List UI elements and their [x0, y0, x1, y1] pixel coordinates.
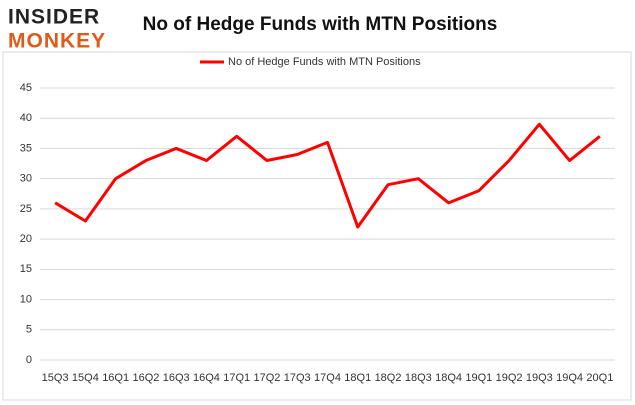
- x-tick-label: 16Q4: [193, 372, 220, 384]
- x-tick-label: 19Q1: [465, 372, 492, 384]
- y-tick-label: 0: [26, 354, 32, 366]
- x-tick-label: 15Q4: [72, 372, 99, 384]
- x-tick-label: 18Q1: [344, 372, 371, 384]
- y-tick-label: 5: [26, 324, 32, 336]
- x-tick-label: 16Q2: [132, 372, 159, 384]
- x-tick-label: 18Q4: [435, 372, 462, 384]
- y-tick-label: 20: [20, 233, 32, 245]
- x-tick-label: 19Q2: [496, 372, 523, 384]
- x-tick-label: 15Q3: [42, 372, 69, 384]
- chart-border: [2, 51, 632, 401]
- x-tick-label: 17Q1: [223, 372, 250, 384]
- x-tick-label: 19Q3: [526, 372, 553, 384]
- y-tick-label: 35: [20, 142, 32, 154]
- logo-line1: INSIDER: [8, 6, 100, 29]
- legend-label: No of Hedge Funds with MTN Positions: [228, 56, 421, 68]
- y-tick-label: 10: [20, 293, 32, 305]
- data-line: [54, 122, 601, 229]
- y-tick-label: 30: [20, 173, 32, 185]
- x-tick-label: 18Q2: [375, 372, 402, 384]
- y-tick-label: 40: [20, 112, 32, 124]
- chart-title: No of Hedge Funds with MTN Positions: [143, 14, 498, 35]
- y-tick-label: 45: [20, 82, 32, 94]
- x-tick-label: 17Q4: [314, 372, 341, 384]
- x-tick-label: 18Q3: [405, 372, 432, 384]
- x-tick-label: 17Q2: [254, 372, 281, 384]
- x-tick-label: 16Q3: [163, 372, 190, 384]
- x-tick-label: 16Q1: [102, 372, 129, 384]
- x-tick-label: 20Q1: [586, 372, 613, 384]
- x-tick-label: 19Q4: [556, 372, 583, 384]
- y-tick-label: 15: [20, 263, 32, 275]
- y-tick-label: 25: [20, 203, 32, 215]
- x-tick-label: 17Q3: [284, 372, 311, 384]
- logo-line2: MONKEY: [8, 30, 106, 53]
